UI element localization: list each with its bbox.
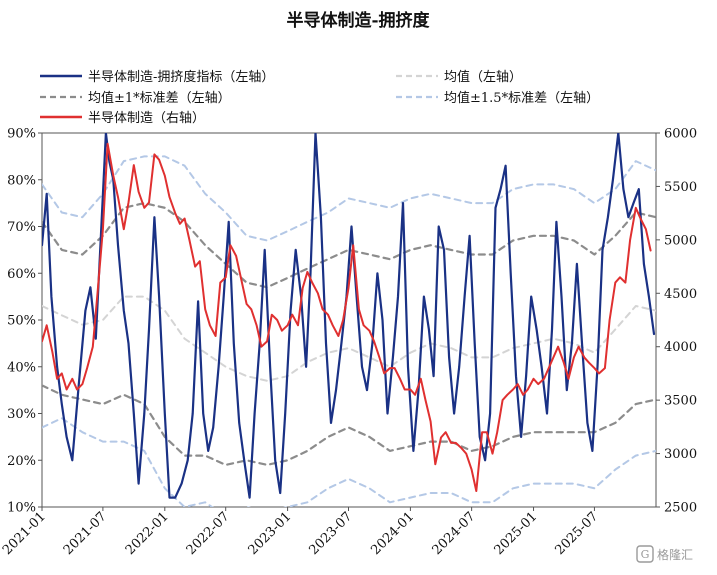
chart-title: 半导体制造-拥挤度 [286, 10, 430, 31]
legend-label: 均值±1.5*标准差（左轴） [444, 90, 599, 106]
x-axis-tick-label: 2025-01 [492, 509, 541, 558]
left-axis-tick-label: 40% [7, 360, 36, 375]
right-axis-tick-label: 4000 [664, 340, 697, 355]
series-line-sd15-upper [42, 155, 656, 242]
legend-label: 半导体制造（右轴） [88, 111, 205, 126]
x-axis-tick-label: 2025-07 [552, 509, 601, 558]
logo-badge-icon [636, 545, 654, 563]
left-axis-tick-label: 60% [7, 267, 36, 282]
series-line-sd15-lower [42, 417, 656, 507]
left-axis-tick-label: 30% [7, 407, 36, 422]
right-axis-tick-label: 3500 [664, 394, 697, 409]
right-axis-tick-label: 2500 [664, 501, 697, 516]
legend-label: 半导体制造-拥挤度指标（左轴） [88, 69, 274, 85]
series-line-crowding [42, 133, 656, 499]
left-axis-tick-label: 50% [7, 314, 36, 329]
left-axis-tick-label: 80% [7, 173, 36, 188]
legend-label: 均值（左轴） [444, 69, 522, 85]
left-axis-tick-label: 10% [7, 501, 36, 516]
legend-label: 均值±1*标准差（左轴） [88, 90, 231, 106]
series-layer [42, 133, 656, 507]
watermark: G 格隆汇 [636, 545, 693, 563]
x-axis-tick-label: 2024-07 [430, 509, 479, 558]
legend: 半导体制造-拥挤度指标（左轴） 均值（左轴） 均值±1*标准差（左轴） 均值±1.5*… [40, 69, 599, 126]
x-axis: 2021-01 2021-07 2022-01 2022-07 2023-01 2023-… [0, 507, 601, 558]
x-axis-tick-label: 2023-01 [246, 509, 295, 558]
x-axis-tick-label: 2021-01 [0, 509, 49, 558]
x-axis-tick-label: 2022-07 [184, 509, 233, 558]
x-axis-tick-label: 2023-07 [307, 509, 356, 558]
plot-area [41, 132, 657, 508]
left-axis-tick-label: 20% [7, 454, 36, 469]
series-line-index [42, 142, 652, 492]
right-axis-tick-label: 6000 [664, 127, 697, 142]
x-axis-tick-label: 2024-01 [368, 509, 417, 558]
right-axis-tick-label: 5000 [664, 233, 697, 248]
right-axis: 2500 3000 3500 4000 4500 5000 5500 6000 [656, 127, 697, 516]
series-line-sd1-upper [42, 202, 656, 289]
right-axis-tick-label: 4500 [664, 287, 697, 302]
left-axis-tick-label: 70% [7, 220, 36, 235]
left-axis-tick-label: 90% [7, 127, 36, 142]
right-axis-tick-label: 3000 [664, 447, 697, 462]
right-axis-tick-label: 5500 [664, 180, 697, 195]
watermark-label: 格隆汇 [657, 547, 693, 562]
x-axis-tick-label: 2022-01 [123, 509, 172, 558]
x-axis-tick-label: 2021-07 [61, 509, 110, 558]
left-axis: 10% 20% 30% 40% 50% 60% 70% 80% 90% [7, 127, 42, 516]
logo-badge-glyph: G [641, 548, 650, 561]
